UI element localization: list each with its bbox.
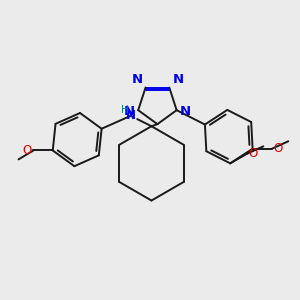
Text: N: N <box>180 105 191 118</box>
Text: O: O <box>273 142 283 155</box>
Text: N: N <box>172 73 183 86</box>
Text: H: H <box>122 106 129 116</box>
Text: O: O <box>23 144 32 157</box>
Text: N: N <box>126 109 136 122</box>
Text: N: N <box>131 73 142 86</box>
Text: O: O <box>248 147 258 160</box>
Text: N: N <box>124 105 135 118</box>
